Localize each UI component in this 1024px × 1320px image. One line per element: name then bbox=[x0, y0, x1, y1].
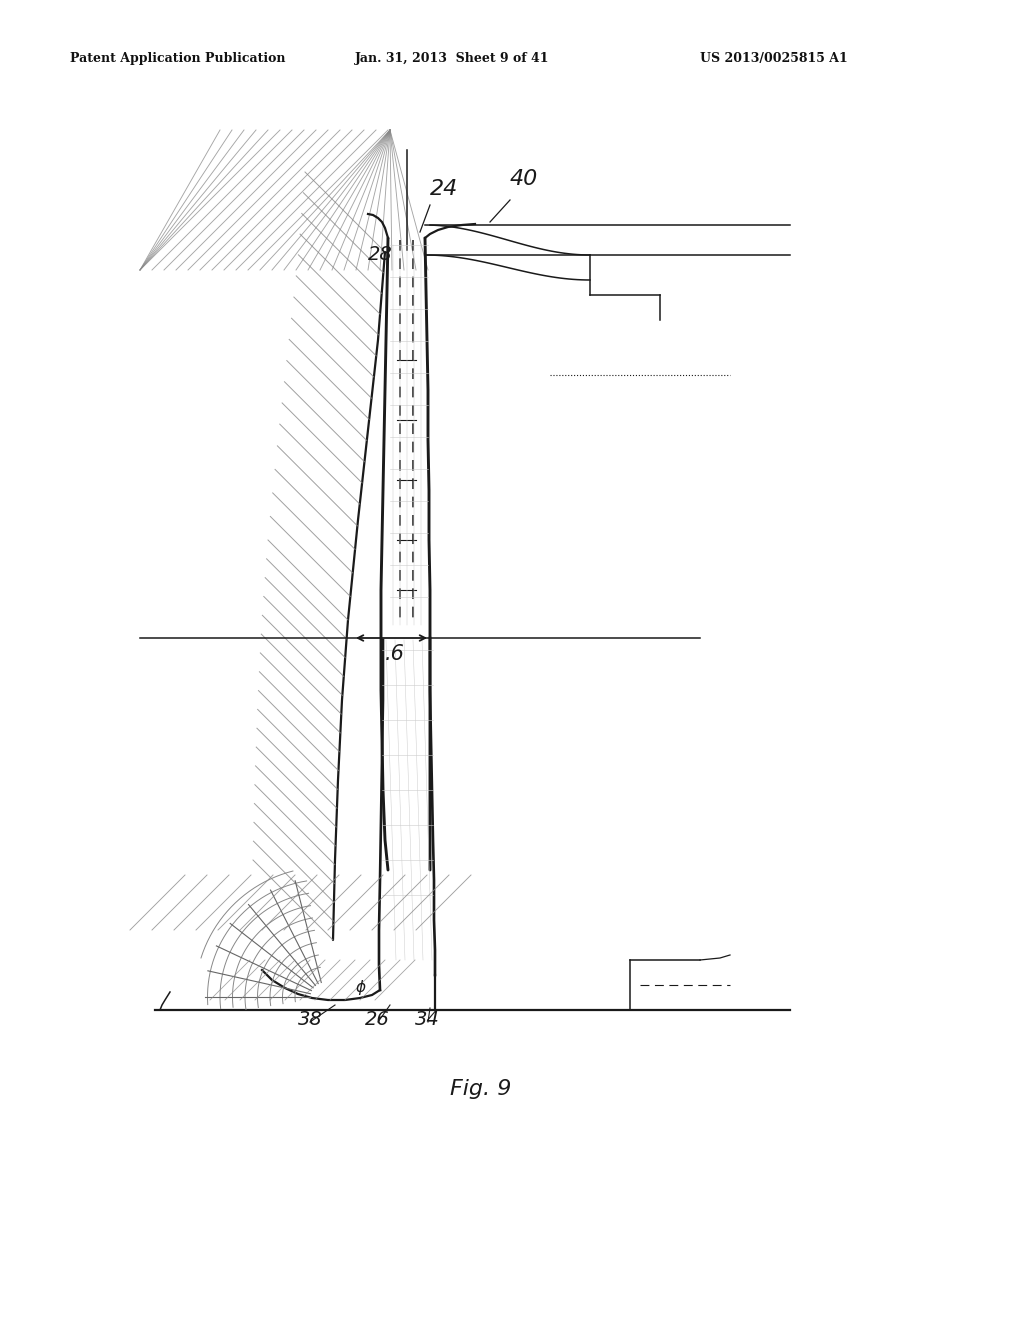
Text: 34: 34 bbox=[415, 1010, 439, 1030]
Text: Patent Application Publication: Patent Application Publication bbox=[70, 51, 286, 65]
Text: 24: 24 bbox=[430, 180, 459, 199]
Text: $\phi$: $\phi$ bbox=[355, 978, 367, 997]
Text: 26: 26 bbox=[365, 1010, 390, 1030]
Text: 40: 40 bbox=[510, 169, 539, 189]
Text: Fig. 9: Fig. 9 bbox=[450, 1078, 511, 1100]
Text: 28: 28 bbox=[368, 246, 393, 264]
Text: .6: .6 bbox=[385, 644, 404, 664]
Text: 38: 38 bbox=[298, 1010, 323, 1030]
Text: Jan. 31, 2013  Sheet 9 of 41: Jan. 31, 2013 Sheet 9 of 41 bbox=[355, 51, 550, 65]
Text: US 2013/0025815 A1: US 2013/0025815 A1 bbox=[700, 51, 848, 65]
